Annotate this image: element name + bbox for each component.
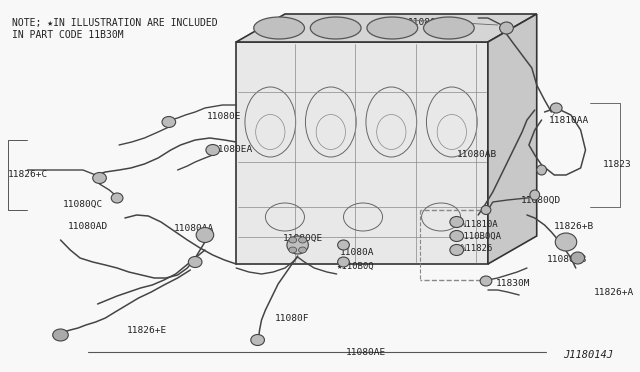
- Ellipse shape: [500, 22, 513, 34]
- Text: 11826+A: 11826+A: [593, 288, 634, 297]
- Ellipse shape: [196, 228, 214, 243]
- Text: 11080A: 11080A: [340, 248, 374, 257]
- Ellipse shape: [299, 237, 307, 243]
- Text: ℕ11810A: ℕ11810A: [461, 220, 498, 229]
- Ellipse shape: [287, 236, 308, 254]
- Ellipse shape: [530, 190, 540, 200]
- Ellipse shape: [450, 231, 463, 241]
- Bar: [236, 42, 488, 264]
- Ellipse shape: [310, 17, 361, 39]
- Ellipse shape: [571, 252, 584, 264]
- Ellipse shape: [450, 244, 463, 256]
- Ellipse shape: [480, 276, 492, 286]
- Ellipse shape: [253, 17, 305, 39]
- Ellipse shape: [206, 144, 220, 155]
- Ellipse shape: [338, 257, 349, 267]
- Ellipse shape: [481, 205, 491, 215]
- Ellipse shape: [162, 116, 175, 128]
- Ellipse shape: [188, 257, 202, 267]
- Text: ★110B0Q: ★110B0Q: [337, 262, 374, 271]
- Ellipse shape: [450, 217, 463, 228]
- Ellipse shape: [367, 17, 418, 39]
- Text: 11080AD: 11080AD: [68, 222, 109, 231]
- Ellipse shape: [111, 193, 123, 203]
- Ellipse shape: [52, 329, 68, 341]
- Text: 11080EA: 11080EA: [212, 145, 253, 154]
- Ellipse shape: [537, 165, 547, 175]
- Text: 11080AA: 11080AA: [173, 224, 214, 233]
- Text: 11080AC: 11080AC: [408, 18, 448, 27]
- Text: 11080QB: 11080QB: [547, 255, 587, 264]
- Ellipse shape: [556, 233, 577, 251]
- Text: NOTE; ★IN ILLUSTRATION ARE INCLUDED
IN PART CODE 11B30M: NOTE; ★IN ILLUSTRATION ARE INCLUDED IN P…: [12, 18, 218, 39]
- Text: 11080QC: 11080QC: [63, 200, 102, 209]
- Text: 11810AA: 11810AA: [548, 116, 589, 125]
- Text: 11080QD: 11080QD: [521, 196, 561, 205]
- Text: 11826+E: 11826+E: [127, 326, 167, 335]
- Text: ℕ11826: ℕ11826: [461, 244, 493, 253]
- Ellipse shape: [299, 247, 307, 253]
- Polygon shape: [236, 14, 537, 42]
- Ellipse shape: [550, 103, 562, 113]
- Ellipse shape: [251, 334, 264, 346]
- Text: 11080QE: 11080QE: [283, 234, 323, 243]
- Ellipse shape: [424, 17, 474, 39]
- Ellipse shape: [289, 247, 297, 253]
- Text: ★110B0QA: ★110B0QA: [459, 232, 502, 241]
- Text: 11826+C: 11826+C: [8, 170, 48, 179]
- Text: 11080E: 11080E: [207, 112, 241, 121]
- Text: 11080AE: 11080AE: [346, 348, 386, 357]
- Polygon shape: [488, 14, 537, 264]
- Text: 11080AB: 11080AB: [457, 150, 497, 159]
- Text: J118014J: J118014J: [563, 350, 613, 360]
- Text: 11080F: 11080F: [275, 314, 310, 323]
- Ellipse shape: [338, 240, 349, 250]
- Ellipse shape: [289, 237, 297, 243]
- Text: 11826+B: 11826+B: [554, 222, 595, 231]
- Text: 11823: 11823: [603, 160, 632, 169]
- Text: 11830M: 11830M: [496, 279, 530, 288]
- Ellipse shape: [93, 173, 106, 183]
